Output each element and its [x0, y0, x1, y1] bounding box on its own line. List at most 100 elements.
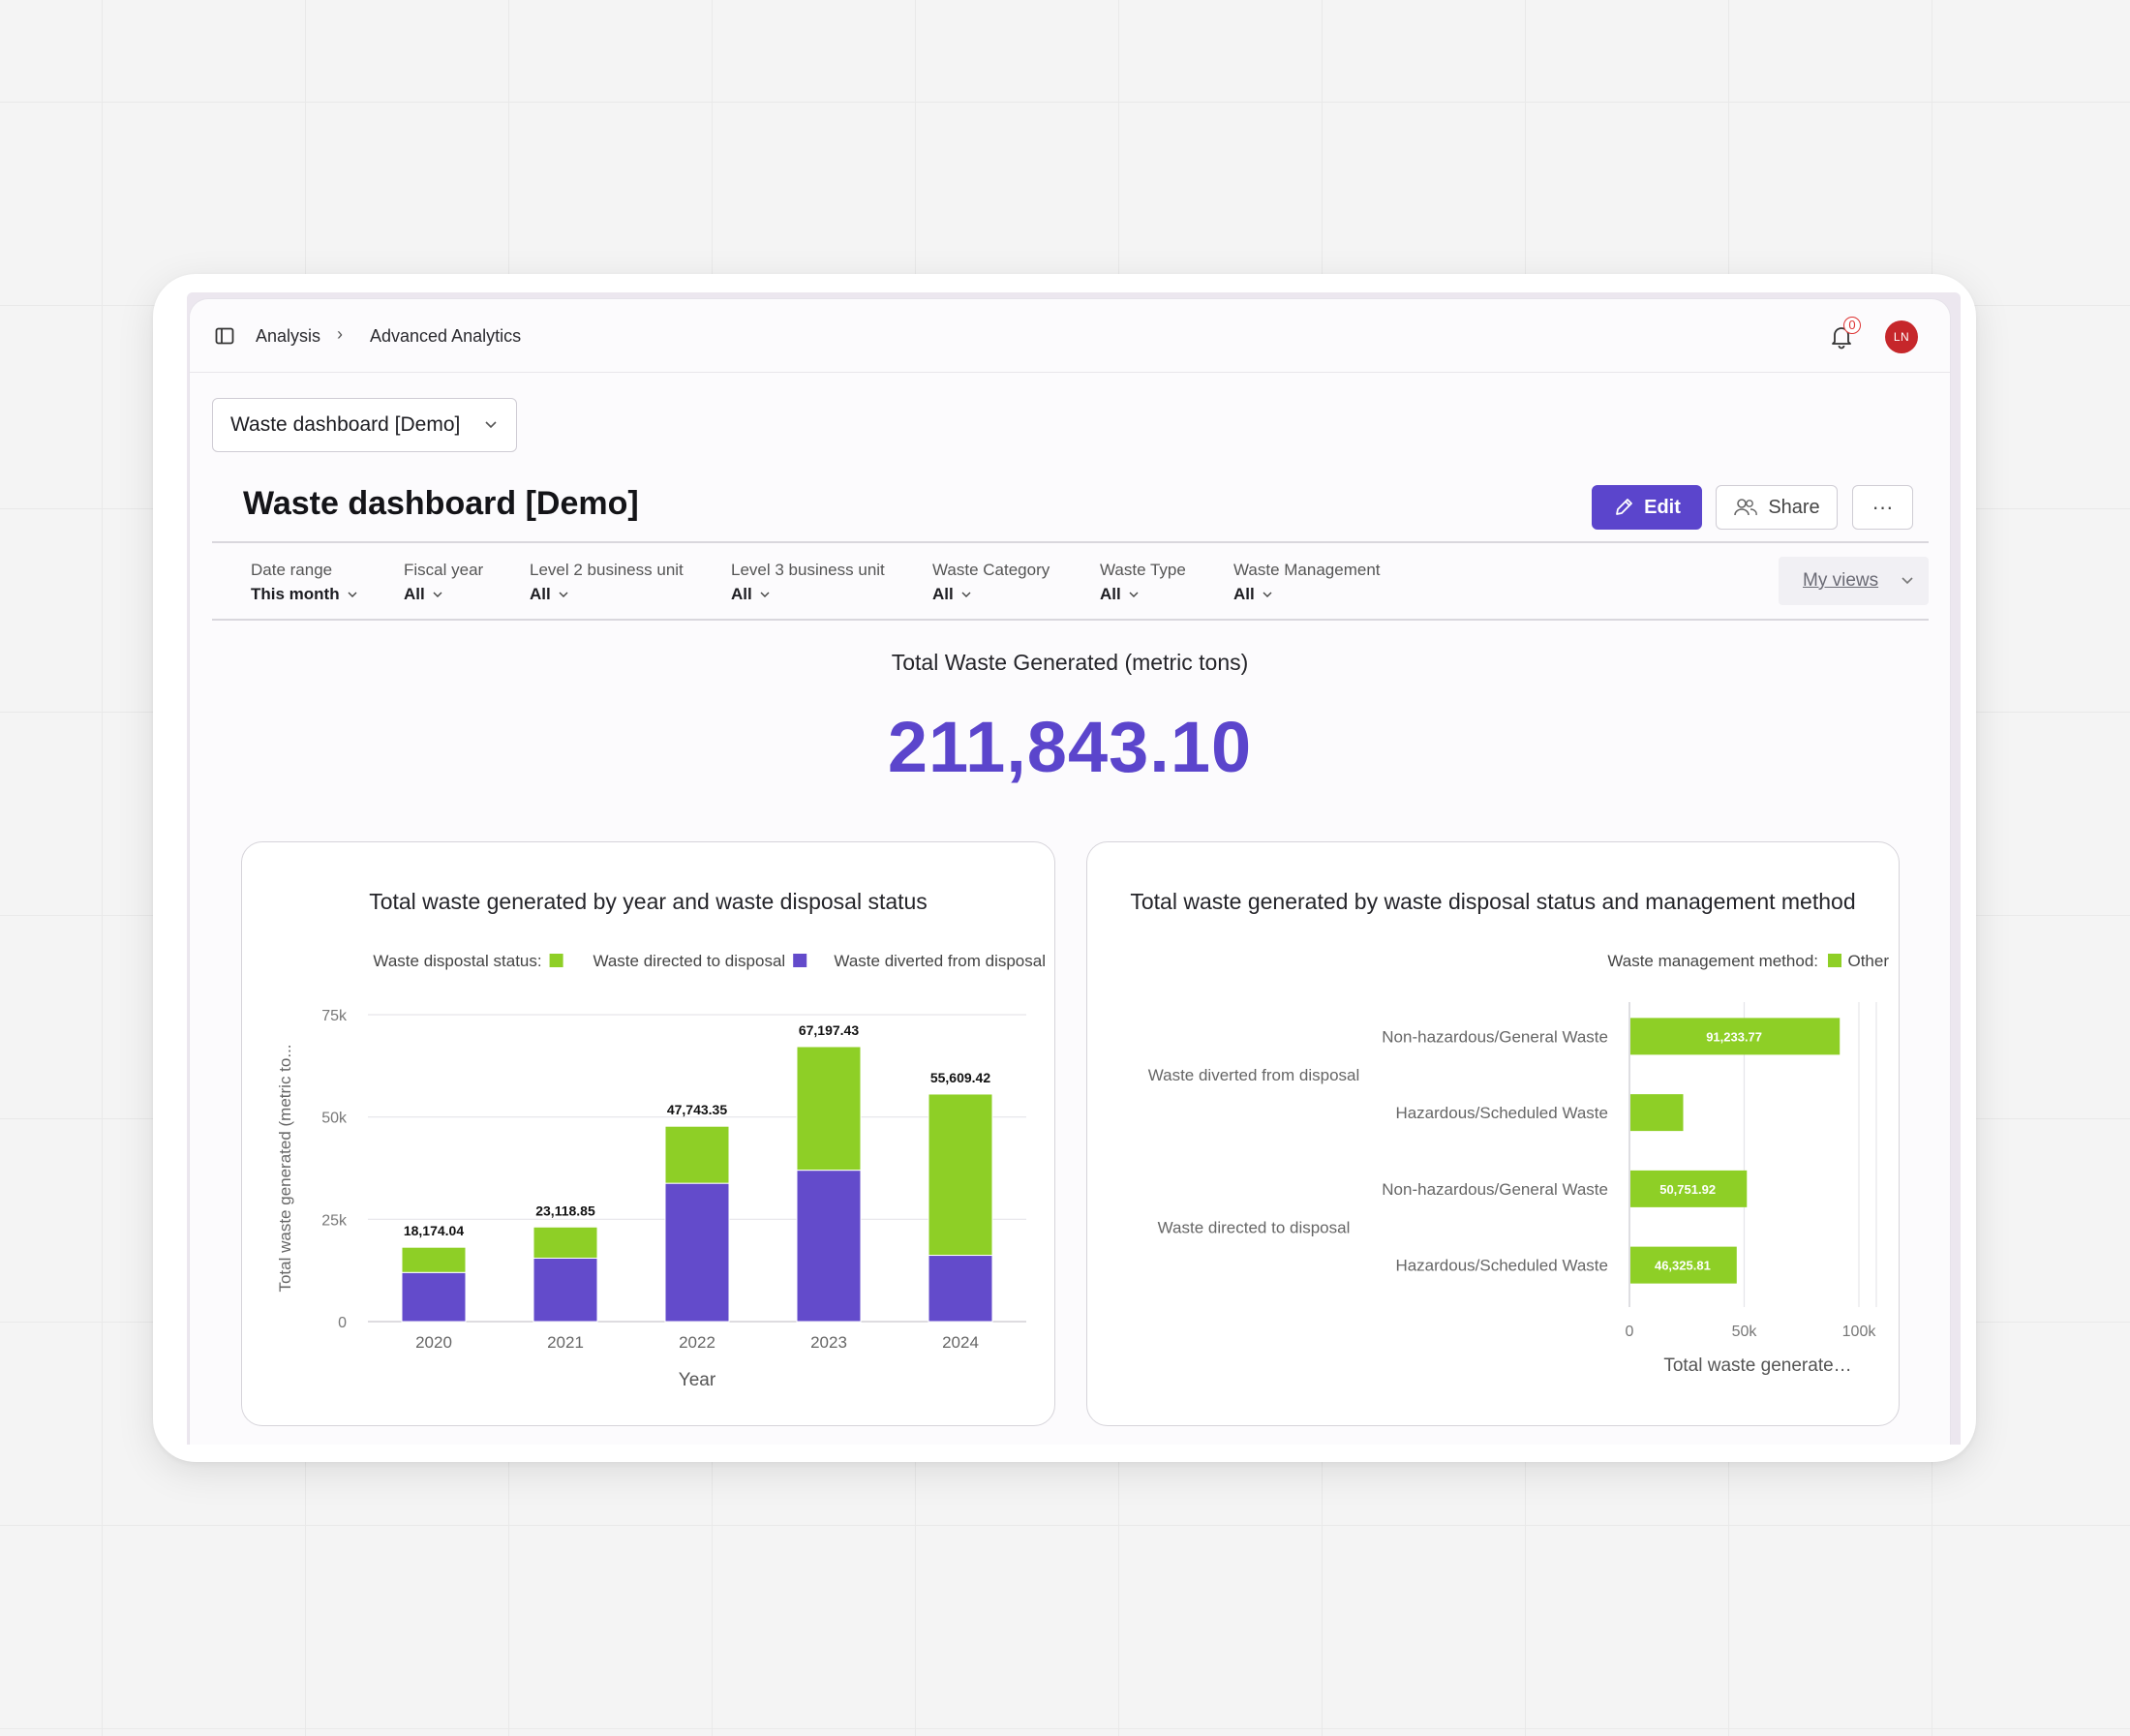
total-label: 47,743.35 [667, 1102, 727, 1117]
app-screen: Analysis › Advanced Analytics 0 LN Waste… [187, 292, 1961, 1445]
chevron-down-icon [1902, 577, 1913, 585]
filter-label: Waste Category [932, 561, 1050, 579]
edit-button-label: Edit [1644, 497, 1681, 518]
bar-segment [796, 1170, 862, 1323]
filter-label: Waste Management [1233, 561, 1381, 579]
bar [1630, 1094, 1684, 1132]
bar [1630, 1246, 1737, 1284]
legend-label: Waste diverted from disposal [834, 952, 1046, 970]
filter-waste-category[interactable]: Waste Category All [932, 561, 1050, 604]
filter-label: Waste Type [1100, 561, 1186, 579]
filter-value: All [404, 585, 483, 604]
filter-value: All [731, 585, 885, 604]
bar-segment [401, 1246, 467, 1273]
bar-segment [928, 1255, 993, 1323]
kpi-title: Total Waste Generated (metric tons) [891, 650, 1249, 675]
y-tick-label: 0 [338, 1315, 347, 1331]
total-label: 67,197.43 [799, 1022, 859, 1038]
x-tick-label: 100k [1842, 1324, 1877, 1340]
x-tick-label: 50k [1732, 1324, 1758, 1340]
filter-date-range[interactable]: Date range This month [251, 561, 357, 604]
more-icon: ··· [1871, 495, 1894, 519]
bar-segment [664, 1182, 730, 1323]
y-axis-label: Total waste generated (metric to... [276, 1044, 294, 1292]
total-label: 55,609.42 [930, 1070, 990, 1085]
bar-segment [928, 1093, 993, 1257]
x-tick-label: 0 [1626, 1324, 1634, 1340]
x-tick-label: 2022 [679, 1333, 715, 1352]
x-tick-label: 2023 [810, 1333, 847, 1352]
legend-title: Waste management method: [1607, 952, 1818, 970]
y-tick-label: 25k [321, 1212, 348, 1229]
filter-value: All [1100, 585, 1186, 604]
dashboard-selector[interactable]: Waste dashboard [Demo] [212, 398, 517, 452]
share-button-label: Share [1768, 497, 1820, 518]
breadcrumb-chevron-icon: › [337, 324, 343, 344]
chart-title: Total waste generated by waste disposal … [1130, 889, 1856, 914]
filter-value: All [530, 585, 684, 604]
legend-label: Other [1847, 952, 1889, 970]
app-window: Analysis › Advanced Analytics 0 LN Waste… [189, 298, 1951, 1445]
bar-value-label: 46,325.81 [1655, 1259, 1711, 1273]
kpi-value: 211,843.10 [887, 707, 1253, 787]
dashboard-selector-value: Waste dashboard [Demo] [230, 413, 461, 436]
filter-level2-business-unit[interactable]: Level 2 business unit All [530, 561, 684, 604]
x-tick-label: 2021 [547, 1333, 584, 1352]
horizontal-bar-chart: Other Waste management method: 0 50k 100k 91,… [1148, 952, 1890, 1376]
bar-value-label: 91,233.77 [1706, 1029, 1762, 1044]
y-tick-label: 75k [321, 1008, 348, 1024]
chevron-down-icon [348, 592, 357, 598]
legend-label: Waste directed to disposal [593, 952, 785, 970]
avatar[interactable]: LN [1885, 320, 1918, 353]
bar-segment [796, 1046, 862, 1172]
bar-segment [664, 1125, 730, 1184]
category-label: Non-hazardous/General Waste [1382, 1180, 1608, 1199]
bar-value-label: 50,751.92 [1659, 1182, 1716, 1197]
filter-label: Level 2 business unit [530, 561, 684, 579]
chart-title: Total waste generated by year and waste … [369, 889, 928, 914]
bar-segment [401, 1271, 467, 1323]
filter-fiscal-year[interactable]: Fiscal year All [404, 561, 483, 604]
sidebar-toggle-icon[interactable] [215, 326, 234, 346]
filter-value: All [1233, 585, 1381, 604]
chevron-down-icon [485, 421, 497, 429]
bar [1630, 1018, 1841, 1055]
filter-bar: Date range This month Fiscal year All Le… [212, 541, 1929, 621]
notification-badge: 0 [1843, 317, 1861, 334]
filter-level3-business-unit[interactable]: Level 3 business unit All [731, 561, 885, 604]
category-label: Non-hazardous/General Waste [1382, 1027, 1608, 1046]
y-tick-label: 50k [321, 1111, 348, 1127]
my-views-dropdown[interactable]: My views [1779, 557, 1929, 605]
filter-label: Level 3 business unit [731, 561, 885, 579]
stacked-bar-chart: Waste diverted from disposal Waste direct… [276, 952, 1046, 1390]
edit-button[interactable]: Edit [1592, 485, 1702, 530]
bar [1630, 1170, 1748, 1207]
pencil-icon [1616, 499, 1633, 515]
x-axis-label: Year [679, 1370, 716, 1390]
chevron-down-icon [961, 592, 971, 598]
legend-swatch [549, 954, 563, 967]
chevron-down-icon [559, 592, 568, 598]
filter-waste-management[interactable]: Waste Management All [1233, 561, 1381, 604]
my-views-label: My views [1803, 570, 1879, 591]
chart-card-by-year: Total waste generated by year and waste … [241, 841, 1055, 1426]
breadcrumb-advanced-analytics[interactable]: Advanced Analytics [370, 326, 522, 346]
share-button[interactable]: Share [1716, 485, 1838, 530]
chart-card-by-method: Total waste generated by waste disposal … [1086, 841, 1900, 1426]
chevron-down-icon [1263, 592, 1272, 598]
legend-swatch [1828, 954, 1841, 967]
x-tick-label: 2020 [415, 1333, 452, 1352]
filter-value: This month [251, 585, 357, 604]
filter-waste-type[interactable]: Waste Type All [1100, 561, 1186, 604]
breadcrumb-analysis[interactable]: Analysis [256, 326, 321, 346]
group-label: Waste diverted from disposal [1148, 1066, 1360, 1084]
x-axis-label: Total waste generate… [1663, 1355, 1851, 1376]
bar-segment [532, 1257, 598, 1323]
more-options-button[interactable]: ··· [1852, 485, 1913, 530]
page-title: Waste dashboard [Demo] [243, 485, 639, 522]
group-label: Waste directed to disposal [1158, 1218, 1351, 1236]
category-label: Hazardous/Scheduled Waste [1395, 1104, 1608, 1122]
filter-label: Fiscal year [404, 561, 484, 579]
chevron-down-icon [1129, 592, 1139, 598]
x-tick-label: 2024 [942, 1333, 979, 1352]
